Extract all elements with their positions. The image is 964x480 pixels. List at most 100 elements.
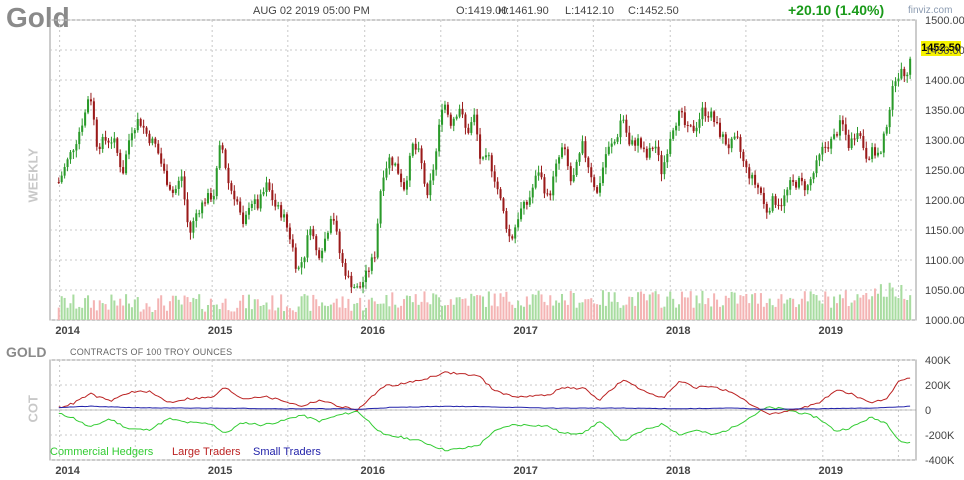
candle-body — [566, 149, 569, 167]
volume-bar — [312, 294, 315, 320]
candle-body — [277, 205, 280, 207]
candle-body — [733, 136, 736, 139]
candle-body — [405, 180, 408, 190]
candle-body — [756, 184, 760, 188]
candle-body — [558, 157, 561, 164]
candle-body — [274, 199, 277, 207]
candle-body — [572, 174, 575, 182]
candle-body — [95, 119, 98, 147]
candle-body — [759, 187, 762, 193]
candle-body — [206, 193, 210, 204]
volume-bar — [364, 307, 367, 320]
candle-body — [139, 119, 142, 126]
candle-body — [874, 147, 877, 156]
large-traders-line — [58, 371, 911, 416]
price-x-tick-label: 2015 — [208, 325, 232, 337]
candle-body — [818, 154, 821, 161]
candle-body — [104, 136, 107, 141]
candle-body — [713, 111, 716, 123]
cot-x-tick-label: 2019 — [819, 465, 843, 477]
price-tick-label: 1300.00 — [925, 135, 964, 147]
volume-bar — [859, 297, 862, 320]
candle-body — [610, 143, 613, 147]
volume-bar — [139, 311, 142, 320]
candle-body — [92, 101, 95, 120]
volume-bar — [341, 296, 344, 320]
candle-body — [455, 116, 458, 119]
candle-body — [537, 172, 540, 176]
candle-body — [180, 176, 183, 181]
candle-body — [745, 161, 748, 168]
volume-bar — [549, 295, 552, 320]
small-traders-line — [58, 405, 911, 411]
candle-body — [569, 166, 572, 182]
volume-bar — [221, 302, 224, 320]
volume-bar — [332, 302, 335, 320]
legend-commercial-hedgers: Commercial Hedgers — [50, 446, 154, 458]
volume-bar — [89, 307, 92, 320]
price-tick-label: 1200.00 — [925, 195, 964, 207]
candle-body — [540, 172, 543, 178]
cot-tick-label: -200K — [925, 430, 955, 442]
volume-bar — [806, 301, 809, 320]
candle-body — [432, 169, 435, 181]
volume-bar — [505, 291, 508, 320]
candle-body — [795, 181, 798, 188]
volume-bar — [315, 299, 318, 320]
candle-body — [119, 152, 122, 168]
candle-body — [84, 112, 87, 126]
candle-body — [87, 99, 90, 113]
candle-body — [461, 108, 464, 115]
candle-body — [543, 177, 546, 194]
candle-body — [522, 201, 525, 209]
volume-bar — [654, 291, 657, 320]
volume-bar — [265, 302, 268, 320]
candle-body — [247, 207, 250, 215]
candle-body — [841, 120, 844, 125]
candle-body — [177, 180, 180, 189]
volume-bar — [578, 302, 581, 320]
volume-bar — [212, 304, 215, 320]
volume-bar — [438, 297, 441, 320]
candle-body — [528, 197, 531, 205]
candle-body — [525, 201, 528, 205]
candle-body — [616, 137, 619, 142]
volume-bar — [359, 297, 362, 320]
candle-body — [467, 127, 470, 133]
candle-body — [906, 74, 909, 77]
candle-body — [751, 174, 754, 179]
candle-body — [122, 167, 125, 174]
candle-body — [827, 147, 830, 149]
candle-body — [163, 163, 166, 171]
candle-body — [768, 210, 771, 213]
brand-logo[interactable]: finviz.com — [908, 5, 953, 16]
volume-bar — [868, 299, 871, 320]
volume-bar — [379, 303, 382, 320]
candle-body — [727, 144, 730, 149]
candle-body — [903, 68, 906, 77]
candle-body — [853, 138, 856, 140]
volume-bar — [356, 303, 359, 320]
cot-tick-label: 400K — [925, 355, 951, 367]
volume-bar — [458, 297, 461, 320]
cot-title: GOLD — [6, 344, 47, 360]
volume-bar — [250, 309, 253, 320]
volume-bar — [362, 310, 365, 320]
price-x-tick-label: 2019 — [819, 325, 843, 337]
volume-bar — [189, 302, 192, 320]
volume-bar — [584, 299, 587, 320]
volume-bar — [107, 309, 110, 320]
candle-body — [593, 177, 596, 188]
volume-bar — [391, 292, 394, 320]
volume-bar — [534, 294, 537, 320]
volume-bar — [891, 287, 894, 320]
volume-bar — [145, 303, 148, 320]
volume-bar — [402, 299, 406, 320]
volume-bar — [622, 305, 625, 320]
price-x-axis: 2014 2015 2016 2017 2018 2019 — [55, 325, 843, 337]
candle-body — [318, 250, 321, 259]
candle-body — [391, 157, 394, 166]
volume-bar — [192, 297, 195, 320]
volume-bar — [256, 299, 259, 320]
candle-body — [698, 119, 701, 128]
